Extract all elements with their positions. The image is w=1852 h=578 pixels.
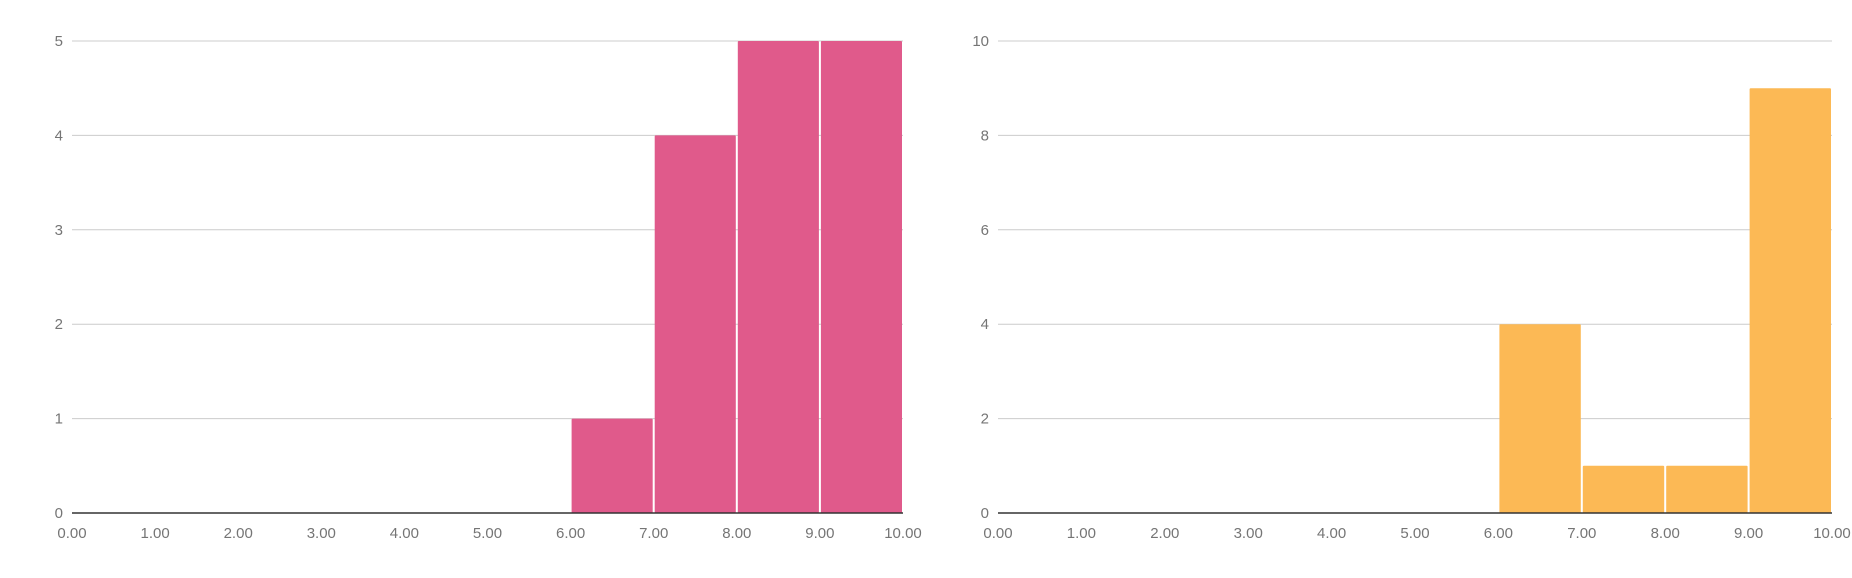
x-tick-label: 7.00 bbox=[1567, 525, 1596, 542]
x-tick-label: 7.00 bbox=[639, 525, 668, 542]
x-tick-label: 4.00 bbox=[1317, 525, 1346, 542]
y-tick-label: 6 bbox=[981, 222, 989, 239]
histogram-bar bbox=[1499, 324, 1581, 513]
x-tick-label: 3.00 bbox=[307, 525, 336, 542]
histogram-right: 0 2 4 6 8 10 0.00 1.00 2.00 3.00 4.00 5.00 6.00 7.00 8… bbox=[926, 0, 1852, 578]
x-tick-label: 1.00 bbox=[140, 525, 169, 542]
x-tick-label: 8.00 bbox=[1651, 525, 1680, 542]
y-tick-label: 0 bbox=[55, 505, 63, 522]
x-tick-label: 2.00 bbox=[1150, 525, 1179, 542]
histogram-right-svg: 0 2 4 6 8 10 0.00 1.00 2.00 3.00 4.00 5.00 6.00 7.00 8… bbox=[972, 33, 1851, 542]
histogram-bar bbox=[1582, 465, 1665, 513]
x-tick-label: 6.00 bbox=[1484, 525, 1513, 542]
histogram-bar bbox=[571, 418, 653, 513]
x-tick-label: 10.00 bbox=[1813, 525, 1851, 542]
x-tick-label: 1.00 bbox=[1067, 525, 1096, 542]
histogram-bar bbox=[820, 41, 902, 513]
x-tick-label: 3.00 bbox=[1234, 525, 1263, 542]
y-tick-label: 2 bbox=[981, 411, 989, 428]
x-tick-label: 10.00 bbox=[884, 525, 922, 542]
histogram-left-svg: 0 1 2 3 4 5 0.00 1.00 2.00 3.00 4.00 5.00 6.00 7.00 8.… bbox=[55, 33, 922, 542]
x-tick-label: 5.00 bbox=[1400, 525, 1429, 542]
x-tick-label: 0.00 bbox=[57, 525, 86, 542]
y-tick-label: 8 bbox=[981, 127, 989, 144]
x-tick-label: 9.00 bbox=[805, 525, 834, 542]
x-tick-label: 0.00 bbox=[983, 525, 1012, 542]
x-tick-label: 9.00 bbox=[1734, 525, 1763, 542]
histogram-bar bbox=[1666, 465, 1748, 513]
y-tick-label: 0 bbox=[981, 505, 989, 522]
x-tick-label: 8.00 bbox=[722, 525, 751, 542]
histogram-bar bbox=[654, 135, 736, 513]
y-tick-label: 5 bbox=[55, 33, 63, 50]
x-tick-label: 2.00 bbox=[224, 525, 253, 542]
y-tick-label: 1 bbox=[55, 411, 63, 428]
histogram-left: 0 1 2 3 4 5 0.00 1.00 2.00 3.00 4.00 5.00 6.00 7.00 8.… bbox=[55, 33, 922, 542]
x-tick-label: 4.00 bbox=[390, 525, 419, 542]
y-tick-label: 4 bbox=[981, 316, 989, 333]
x-tick-label: 6.00 bbox=[556, 525, 585, 542]
y-tick-label: 3 bbox=[55, 222, 63, 239]
y-tick-label: 10 bbox=[972, 33, 989, 50]
histogram-bar bbox=[737, 41, 819, 513]
y-tick-label: 4 bbox=[55, 127, 63, 144]
histogram-bar bbox=[1749, 88, 1831, 513]
x-tick-label: 5.00 bbox=[473, 525, 502, 542]
y-tick-label: 2 bbox=[55, 316, 63, 333]
